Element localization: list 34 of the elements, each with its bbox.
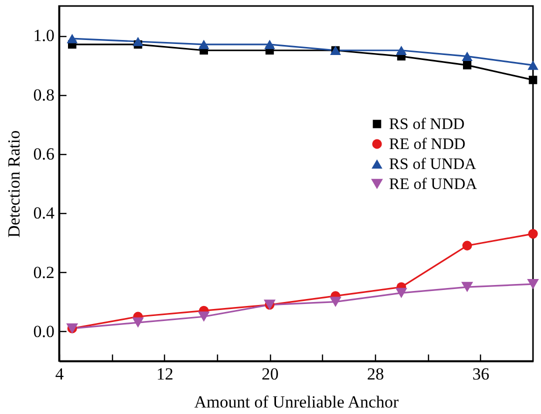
x-tick-label: 4 <box>55 364 64 384</box>
point <box>330 296 342 307</box>
point <box>198 40 210 50</box>
y-tick-label: 0.2 <box>33 262 54 282</box>
point <box>528 76 538 84</box>
x-tick-label: 12 <box>156 364 174 384</box>
y-tick-label: 0.0 <box>33 322 54 341</box>
x-tick-label: 20 <box>262 364 279 384</box>
point <box>198 312 210 322</box>
y-tick-label: 0.8 <box>33 85 54 104</box>
legend-label: RS of UNDA <box>389 156 477 173</box>
point <box>395 288 408 298</box>
point <box>461 282 474 292</box>
point <box>264 40 276 50</box>
legend-label: RS of NDD <box>389 116 465 133</box>
point <box>396 46 407 56</box>
point <box>66 34 78 44</box>
point <box>528 228 538 239</box>
point <box>462 52 473 61</box>
y-tick-label: 0.6 <box>33 144 54 164</box>
x-axis-title: Amount of Unreliable Anchor <box>194 392 400 412</box>
x-tick-label: 36 <box>472 364 490 384</box>
y-tick-label: 0.4 <box>33 204 55 223</box>
point <box>527 278 539 290</box>
legend-label: RE of NDD <box>389 136 466 153</box>
point <box>462 240 472 250</box>
x-tick-label: 28 <box>367 364 384 384</box>
y-axis-title: Detection Ratio <box>4 130 24 238</box>
y-tick-label: 1.0 <box>33 26 54 46</box>
legend-label: RE of UNDA <box>389 176 478 193</box>
point <box>528 60 538 70</box>
point <box>462 60 472 70</box>
point <box>132 36 144 46</box>
point <box>132 317 144 328</box>
